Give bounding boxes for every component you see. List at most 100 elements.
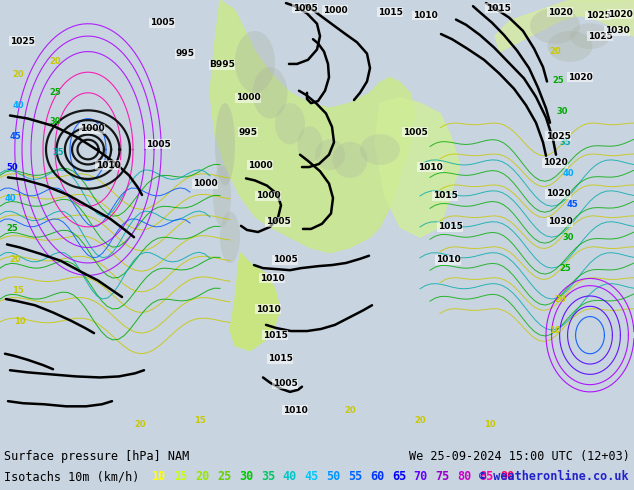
Text: 20: 20 — [134, 420, 146, 429]
Text: 45: 45 — [9, 132, 21, 141]
Text: 35: 35 — [261, 470, 275, 484]
Text: 1015: 1015 — [378, 8, 403, 17]
Text: 40: 40 — [4, 194, 16, 202]
Ellipse shape — [220, 211, 240, 263]
Text: 25: 25 — [217, 470, 231, 484]
Text: 55: 55 — [348, 470, 363, 484]
Text: 20: 20 — [549, 47, 561, 56]
Text: 65: 65 — [392, 470, 406, 484]
Text: 30: 30 — [239, 470, 254, 484]
Ellipse shape — [570, 23, 610, 49]
Ellipse shape — [215, 103, 235, 186]
Text: 85: 85 — [479, 470, 493, 484]
Text: 15: 15 — [194, 416, 206, 425]
Text: 1025: 1025 — [588, 31, 612, 41]
Text: 1015: 1015 — [262, 331, 287, 340]
Text: 15: 15 — [174, 470, 188, 484]
Text: 1005: 1005 — [273, 255, 297, 265]
Text: 1025: 1025 — [586, 11, 611, 20]
Text: 1005: 1005 — [266, 217, 290, 226]
Text: 25: 25 — [49, 88, 61, 98]
Text: 1010: 1010 — [256, 305, 280, 314]
Text: 1015: 1015 — [268, 354, 292, 364]
Text: 1005: 1005 — [150, 18, 174, 27]
Text: 15: 15 — [12, 286, 24, 295]
Text: 1020: 1020 — [543, 158, 567, 168]
Text: 20: 20 — [344, 406, 356, 415]
Text: 1015: 1015 — [437, 222, 462, 231]
Text: 30: 30 — [562, 233, 574, 242]
Text: 1010: 1010 — [436, 255, 460, 265]
Text: 1030: 1030 — [548, 217, 573, 226]
Text: 1000: 1000 — [323, 6, 347, 15]
Text: 1005: 1005 — [146, 140, 171, 149]
Ellipse shape — [332, 142, 368, 178]
Text: 1025: 1025 — [546, 132, 571, 141]
Text: 50: 50 — [6, 163, 18, 172]
Text: Surface pressure [hPa] NAM: Surface pressure [hPa] NAM — [4, 450, 190, 463]
Text: 20: 20 — [554, 294, 566, 304]
Text: 50: 50 — [327, 470, 340, 484]
Text: 75: 75 — [436, 470, 450, 484]
Text: 45: 45 — [566, 200, 578, 209]
Ellipse shape — [530, 8, 580, 44]
Text: 40: 40 — [562, 169, 574, 178]
Polygon shape — [210, 0, 415, 253]
Ellipse shape — [235, 31, 275, 93]
Text: 45: 45 — [304, 470, 319, 484]
Ellipse shape — [252, 67, 287, 119]
Text: 1015: 1015 — [432, 192, 458, 200]
Ellipse shape — [315, 139, 345, 170]
Text: 1005: 1005 — [403, 127, 427, 137]
Text: 10: 10 — [14, 317, 26, 326]
Text: 80: 80 — [457, 470, 472, 484]
Text: 70: 70 — [413, 470, 428, 484]
Text: 60: 60 — [370, 470, 384, 484]
Text: 10: 10 — [484, 420, 496, 429]
Text: 90: 90 — [501, 470, 515, 484]
Text: 20: 20 — [196, 470, 210, 484]
Text: 1000: 1000 — [256, 192, 280, 200]
Text: 25: 25 — [559, 264, 571, 272]
Text: 995: 995 — [238, 127, 257, 137]
Text: 10: 10 — [549, 325, 561, 335]
Text: 1015: 1015 — [486, 4, 510, 13]
Polygon shape — [375, 98, 460, 237]
Text: 40: 40 — [283, 470, 297, 484]
Text: 30: 30 — [556, 107, 568, 116]
Text: 1000: 1000 — [80, 124, 105, 133]
Text: 1000: 1000 — [236, 94, 261, 102]
Text: Isotachs 10m (km/h): Isotachs 10m (km/h) — [4, 470, 139, 484]
Ellipse shape — [360, 134, 400, 165]
Ellipse shape — [548, 31, 593, 62]
Text: 35: 35 — [52, 148, 64, 157]
Text: 25: 25 — [6, 224, 18, 233]
Ellipse shape — [297, 126, 323, 162]
Text: © weatheronline.co.uk: © weatheronline.co.uk — [479, 470, 629, 484]
Ellipse shape — [275, 103, 305, 145]
Text: 1005: 1005 — [293, 4, 318, 13]
Text: 1020: 1020 — [546, 189, 571, 198]
Text: 1010: 1010 — [96, 161, 120, 170]
Text: 10: 10 — [152, 470, 166, 484]
Ellipse shape — [213, 165, 231, 227]
Text: 1025: 1025 — [10, 37, 34, 46]
Text: 20: 20 — [12, 70, 24, 79]
Text: 1020: 1020 — [607, 10, 632, 19]
Text: 1010: 1010 — [283, 406, 307, 415]
Text: 20: 20 — [49, 57, 61, 66]
Text: 1000: 1000 — [193, 179, 217, 188]
Text: 1005: 1005 — [273, 379, 297, 388]
Text: B995: B995 — [209, 60, 235, 70]
Text: 995: 995 — [176, 49, 195, 58]
Text: 1010: 1010 — [413, 11, 437, 20]
Text: 40: 40 — [12, 100, 24, 110]
Text: 1010: 1010 — [260, 274, 285, 283]
Text: 1020: 1020 — [567, 73, 592, 82]
Text: 20: 20 — [414, 416, 426, 425]
Text: 1000: 1000 — [248, 161, 273, 170]
Text: 1010: 1010 — [418, 163, 443, 172]
Text: 20: 20 — [9, 255, 21, 265]
Polygon shape — [230, 253, 280, 351]
Text: 35: 35 — [559, 138, 571, 147]
